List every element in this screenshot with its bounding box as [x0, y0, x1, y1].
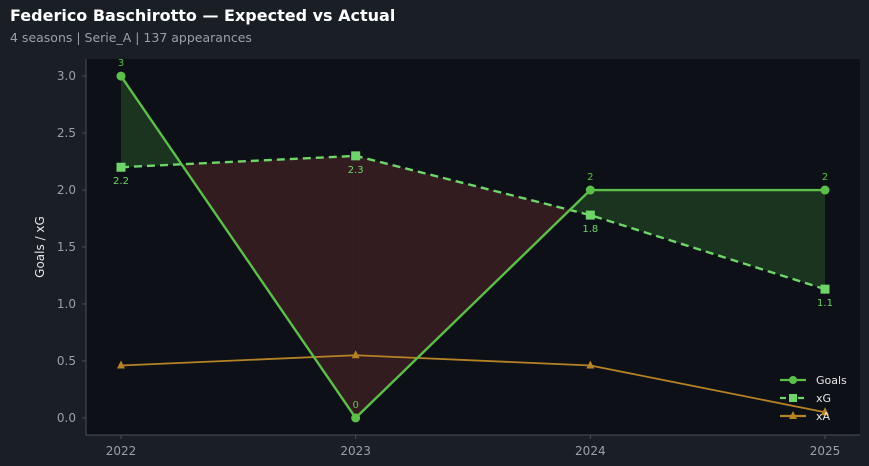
legend-goals-marker [789, 376, 797, 384]
xg-point [351, 151, 361, 161]
legend-xa-label: xA [816, 410, 831, 423]
xg-point [116, 162, 126, 172]
xg-point [820, 284, 830, 294]
legend-xg-marker [789, 394, 797, 402]
y-tick-label: 2.5 [57, 126, 76, 140]
legend: Goals xG xA [780, 374, 847, 423]
y-axis-label: Goals / xG [33, 216, 47, 278]
data-labels: 3 0 2 2 2.2 2.3 1.8 1.1 [113, 58, 833, 411]
xa-point [586, 360, 595, 369]
legend-xa-marker [789, 411, 797, 419]
xg-data-label: 1.1 [817, 298, 833, 309]
xg-point [585, 210, 595, 220]
goals-data-label: 0 [352, 400, 358, 411]
goals-point [585, 185, 595, 195]
goals-point [116, 71, 126, 81]
legend-goals-label: Goals [816, 374, 847, 387]
xg-data-label: 2.3 [348, 165, 364, 176]
xa-point [117, 360, 125, 369]
xg-data-label: 2.2 [113, 176, 129, 187]
y-tick-label: 1.5 [57, 240, 76, 254]
y-tick-label: 3.0 [57, 69, 76, 83]
y-tick-label: 0.0 [57, 411, 76, 425]
series-layer [116, 71, 830, 423]
goals-data-label: 3 [118, 58, 124, 69]
y-tick-label: 1.0 [57, 297, 76, 311]
goals-point [820, 185, 830, 195]
xg-series-line [120, 154, 826, 291]
y-tick-label: 2.0 [57, 183, 76, 197]
underperformance-fill [355, 155, 570, 418]
xa-point [821, 407, 829, 416]
xg-data-label: 1.8 [582, 224, 598, 235]
goals-series-line [120, 75, 825, 420]
xa-point [351, 350, 360, 359]
goals-data-label: 2 [822, 172, 828, 183]
goals-data-label: 2 [587, 172, 593, 183]
x-tick-label: 2023 [340, 444, 371, 458]
chart-title: Federico Baschirotto — Expected vs Actua… [10, 6, 396, 25]
xa-series-line [120, 354, 826, 414]
x-tick-label: 2022 [106, 444, 137, 458]
goals-point [351, 413, 361, 423]
legend-xg-label: xG [816, 392, 831, 405]
x-tick-label: 2025 [810, 444, 841, 458]
x-tick-label: 2024 [575, 444, 606, 458]
y-tick-label: 0.5 [57, 354, 76, 368]
chart-subtitle: 4 seasons | Serie_A | 137 appearances [10, 30, 252, 45]
overperformance-fill [590, 190, 825, 290]
